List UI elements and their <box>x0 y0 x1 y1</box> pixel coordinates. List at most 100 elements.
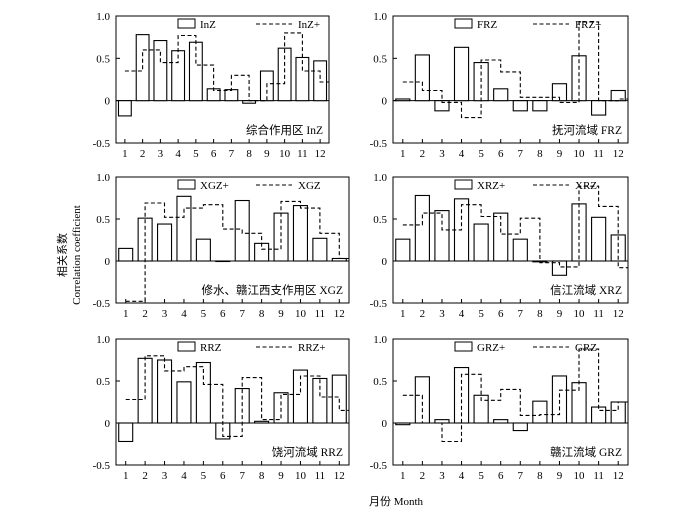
bar-month-2 <box>414 194 430 262</box>
x-tick-label: 2 <box>140 148 146 160</box>
bar-month-1 <box>118 247 134 262</box>
y-tick-label: -0.5 <box>93 138 111 150</box>
y-tick-label: 0 <box>382 96 388 108</box>
y-tick-label: 1.0 <box>373 334 387 346</box>
y-tick-label: -0.5 <box>93 460 111 472</box>
bar-month-1 <box>395 98 411 102</box>
x-tick-label: 9 <box>278 308 284 320</box>
y-tick-label: 1.0 <box>96 11 110 23</box>
plot-frame <box>115 338 350 466</box>
x-tick-label: 12 <box>334 308 345 320</box>
y-axis-label-en: Correlation coefficient <box>71 205 83 305</box>
bar-month-12 <box>313 60 328 102</box>
bar-month-7 <box>512 422 528 432</box>
legend-line-label: XGZ <box>298 180 321 192</box>
x-tick-label: 10 <box>574 308 586 320</box>
y-tick-label: 1.0 <box>373 172 387 184</box>
y-tick-label: -0.5 <box>370 298 388 310</box>
x-tick-label: 8 <box>259 470 265 482</box>
x-tick-label: 7 <box>239 470 245 482</box>
x-tick-label: 7 <box>518 470 524 482</box>
x-tick-label: 12 <box>334 470 345 482</box>
bar-month-8 <box>532 400 548 424</box>
x-tick-label: 1 <box>400 148 406 160</box>
bar-month-12 <box>610 234 626 262</box>
legend-bar-swatch <box>177 179 196 190</box>
bar-month-4 <box>176 195 192 262</box>
x-tick-label: 4 <box>459 470 465 482</box>
bar-month-6 <box>215 260 231 263</box>
bar-month-6 <box>493 88 509 102</box>
legend-line-label: InZ+ <box>298 19 320 31</box>
bar-month-3 <box>153 40 168 102</box>
legend-bar-label: RRZ <box>200 342 222 354</box>
y-tick-label: 0 <box>382 418 388 430</box>
x-tick-label: 1 <box>123 470 129 482</box>
bar-month-6 <box>493 212 509 262</box>
x-tick-label: 4 <box>459 148 465 160</box>
panel-title: 修水、赣江西支作用区 XGZ <box>201 283 343 297</box>
bar-month-5 <box>195 238 211 262</box>
bar-month-5 <box>188 41 203 102</box>
x-tick-label: 6 <box>211 148 217 160</box>
x-tick-label: 10 <box>279 148 291 160</box>
legend-bar-label: FRZ <box>477 19 497 31</box>
panel-title: 综合作用区 InZ <box>246 123 323 137</box>
panel-title: 抚河流域 FRZ <box>552 123 622 137</box>
x-tick-label: 12 <box>613 148 624 160</box>
y-tick-label: -0.5 <box>370 138 388 150</box>
bar-month-12 <box>610 401 626 424</box>
y-tick-label: 0 <box>105 418 111 430</box>
bar-month-5 <box>473 394 489 424</box>
legend-bar-label: XGZ+ <box>200 180 229 192</box>
bar-month-11 <box>591 406 607 424</box>
x-tick-label: 3 <box>162 470 168 482</box>
plot-frame <box>392 176 629 304</box>
y-tick-label: 0.5 <box>96 376 110 388</box>
x-tick-label: 10 <box>295 308 307 320</box>
x-tick-label: 9 <box>278 470 284 482</box>
x-tick-label: 10 <box>574 148 586 160</box>
x-tick-label: 5 <box>478 308 484 320</box>
x-tick-label: 6 <box>220 470 226 482</box>
bar-month-3 <box>434 100 450 112</box>
x-tick-label: 9 <box>264 148 270 160</box>
legend-line-label: RRZ+ <box>298 342 326 354</box>
x-tick-label: 12 <box>315 148 326 160</box>
bar-month-11 <box>591 216 607 262</box>
x-tick-label: 8 <box>537 308 543 320</box>
bar-month-7 <box>512 238 528 262</box>
panel-title: 赣江流域 GRZ <box>550 445 622 459</box>
bar-month-1 <box>117 100 132 117</box>
x-tick-label: 11 <box>593 470 604 482</box>
x-tick-label: 11 <box>297 148 308 160</box>
bar-month-11 <box>312 237 328 262</box>
y-tick-label: -0.5 <box>370 460 388 472</box>
series-step-line <box>402 185 628 269</box>
bar-month-3 <box>157 359 173 424</box>
x-tick-label: 7 <box>518 148 524 160</box>
y-tick-label: 0.5 <box>96 53 110 65</box>
bar-month-6 <box>493 419 509 424</box>
x-tick-label: 6 <box>498 308 504 320</box>
bar-month-10 <box>277 47 292 102</box>
x-tick-label: 1 <box>123 308 129 320</box>
x-tick-label: 2 <box>420 308 426 320</box>
bar-month-3 <box>157 223 173 262</box>
series-step-line <box>402 21 628 119</box>
x-tick-label: 4 <box>459 308 465 320</box>
legend-bar-label: GRZ+ <box>477 342 505 354</box>
x-tick-label: 8 <box>537 148 543 160</box>
plot-frame <box>392 15 629 144</box>
x-tick-label: 9 <box>557 470 563 482</box>
x-tick-label: 1 <box>122 148 128 160</box>
plot-frame <box>392 338 629 466</box>
bar-month-5 <box>195 361 211 424</box>
bar-month-10 <box>292 205 308 262</box>
series-step-line <box>402 348 628 443</box>
bar-month-7 <box>512 100 528 112</box>
x-tick-label: 9 <box>557 148 563 160</box>
bar-month-8 <box>532 100 548 112</box>
